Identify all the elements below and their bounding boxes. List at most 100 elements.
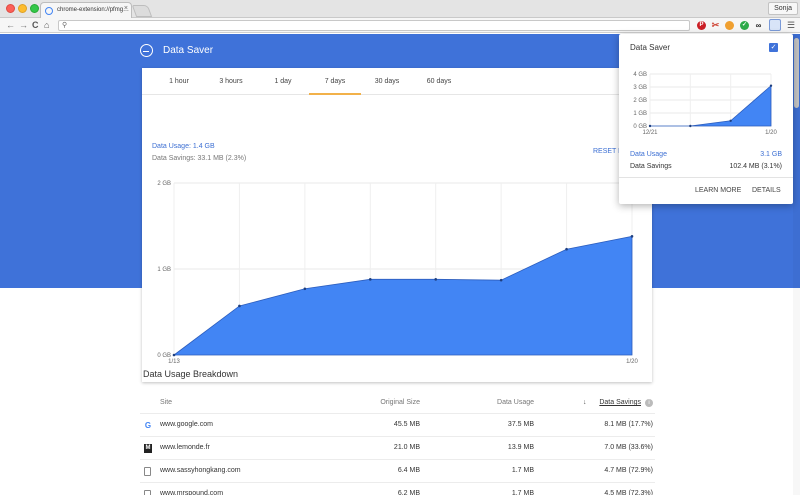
data-savings: 7.0 MB (33.6%) — [604, 444, 653, 451]
data-point — [729, 119, 732, 122]
y-tick-label: 0 GB — [633, 124, 647, 130]
data-point — [434, 278, 438, 281]
profile-button[interactable]: Sonja — [768, 2, 798, 15]
data-point — [172, 353, 176, 357]
color-picker-icon[interactable] — [725, 21, 734, 30]
original-size: 6.2 MB — [397, 490, 420, 495]
page-scrollbar[interactable] — [793, 34, 800, 495]
data-savings-summary: Data Savings: 33.1 MB (2.3%) — [152, 155, 247, 162]
data-usage-summary: Data Usage: 1.4 GB — [152, 143, 215, 150]
data-usage: 1.7 MB — [511, 490, 534, 495]
popup-divider — [619, 177, 793, 178]
x-tick-label: 1/13 — [168, 359, 180, 365]
original-size: 45.5 MB — [393, 421, 420, 428]
pinterest-icon[interactable]: P — [697, 21, 706, 30]
usage-area — [172, 235, 633, 356]
data-savings: 4.7 MB (72.9%) — [604, 467, 653, 474]
y-tick-label: 2 GB — [633, 98, 647, 104]
page-title: Data Saver — [163, 44, 214, 56]
original-size: 21.0 MB — [393, 444, 420, 451]
time-range-tabs: 1 hour 3 hours 1 day 7 days 30 days 60 d… — [142, 68, 652, 95]
glasses-icon[interactable]: ∞ — [755, 21, 762, 30]
data-saver-popup: Data Saver ✓ 0 GB 1 GB 2 GB 3 GB 4 GB 12/21 1/… — [619, 34, 793, 204]
y-tick-label: 3 GB — [633, 85, 647, 91]
tab-30-days[interactable]: 30 days — [374, 78, 400, 85]
breakdown-title: Data Usage Breakdown — [143, 369, 239, 379]
x-tick-label: 12/21 — [642, 130, 658, 136]
tab-1-hour[interactable]: 1 hour — [169, 78, 189, 85]
breakdown-table: Site Original Size Data Usage ↓ Data Sav… — [140, 392, 655, 495]
details-link[interactable]: DETAILS — [752, 187, 781, 194]
lemonde-icon: M — [144, 444, 152, 453]
popup-usage-value: 3.1 GB — [760, 151, 782, 158]
close-window-button[interactable] — [6, 4, 15, 13]
data-point — [303, 287, 307, 291]
learn-more-link[interactable]: LEARN MORE — [695, 187, 742, 194]
column-data-savings[interactable]: Data Savings — [599, 399, 641, 406]
tab-3-hours[interactable]: 3 hours — [219, 78, 243, 85]
y-tick-label: 1 GB — [633, 111, 647, 117]
data-usage: 13.9 MB — [507, 444, 534, 451]
data-usage: 37.5 MB — [507, 421, 534, 428]
menu-icon[interactable]: ☰ — [787, 20, 796, 30]
google-icon: G — [144, 421, 152, 430]
table-header-row: Site Original Size Data Usage ↓ Data Sav… — [140, 392, 655, 414]
popup-savings-label: Data Savings — [630, 163, 672, 170]
data-point — [565, 247, 568, 251]
maximize-window-button[interactable] — [30, 4, 39, 13]
scissors-icon[interactable]: ✂ — [711, 20, 720, 30]
table-row[interactable]: www.mrspound.com 6.2 MB 1.7 MB 4.5 MB (7… — [140, 483, 655, 495]
minimize-window-button[interactable] — [18, 4, 27, 13]
document-icon — [144, 490, 151, 495]
search-icon: ⚲ — [62, 22, 68, 29]
data-saver-logo-icon — [140, 43, 153, 57]
tab-1-day[interactable]: 1 day — [274, 78, 292, 85]
enable-checkbox[interactable]: ✓ — [769, 43, 778, 52]
tab-7-days[interactable]: 7 days — [309, 68, 361, 95]
data-point — [630, 235, 634, 238]
column-original-size[interactable]: Original Size — [380, 399, 420, 406]
info-icon[interactable]: i — [645, 399, 653, 407]
new-tab-button[interactable] — [131, 5, 153, 17]
popup-usage-label: Data Usage — [630, 151, 667, 158]
popup-area-chart: 0 GB 1 GB 2 GB 3 GB 4 GB 12/21 1/20 — [633, 72, 777, 136]
table-row[interactable]: M www.lemonde.fr 21.0 MB 13.9 MB 7.0 MB … — [140, 437, 655, 460]
usage-area — [650, 84, 772, 127]
column-data-usage[interactable]: Data Usage — [497, 399, 534, 406]
data-point — [499, 278, 503, 282]
tab-close-icon[interactable]: × — [123, 5, 128, 12]
original-size: 6.4 MB — [397, 467, 420, 474]
data-saver-icon[interactable] — [769, 19, 781, 31]
reset-button[interactable]: RESET D — [593, 148, 624, 155]
column-site[interactable]: Site — [160, 399, 173, 406]
data-savings: 4.5 MB (72.3%) — [604, 490, 653, 495]
y-tick-label: 0 GB — [157, 353, 171, 359]
data-usage: 1.7 MB — [511, 467, 534, 474]
data-savings: 8.1 MB (17.7%) — [604, 421, 653, 428]
window-titlebar: chrome-extension://pfmg… × Sonja — [0, 0, 800, 18]
table-row[interactable]: G www.google.com 45.5 MB 37.5 MB 8.1 MB … — [140, 414, 655, 437]
tab-favicon-icon — [45, 7, 53, 15]
sort-down-icon[interactable]: ↓ — [583, 399, 587, 406]
popup-savings-value: 102.4 MB (3.1%) — [729, 163, 782, 170]
x-tick-label: 1/20 — [626, 359, 638, 365]
site-name: www.sassyhongkang.com — [160, 467, 241, 474]
scrollbar-thumb[interactable] — [794, 38, 799, 108]
address-bar[interactable]: ⚲ — [58, 20, 690, 31]
browser-toolbar: ← → C ⌂ ⚲ P ✂ ✓ ∞ ☰ — [0, 18, 800, 33]
table-row[interactable]: www.sassyhongkang.com 6.4 MB 1.7 MB 4.7 … — [140, 460, 655, 483]
data-point — [769, 84, 773, 87]
usage-card: 1 hour 3 hours 1 day 7 days 30 days 60 d… — [142, 68, 652, 382]
forward-button[interactable]: → — [19, 20, 28, 30]
browser-tab[interactable]: chrome-extension://pfmg… × — [40, 2, 132, 18]
home-button[interactable]: ⌂ — [44, 20, 50, 30]
usage-area-chart: 0 GB 1 GB 2 GB 1/13 1/20 — [157, 181, 638, 365]
reload-button[interactable]: C — [32, 20, 39, 30]
data-point — [689, 124, 692, 128]
back-button[interactable]: ← — [6, 20, 15, 30]
tab-60-days[interactable]: 60 days — [426, 78, 452, 85]
check-icon[interactable]: ✓ — [740, 21, 749, 30]
data-point — [238, 304, 241, 308]
y-tick-label: 2 GB — [157, 181, 171, 187]
site-name: www.lemonde.fr — [160, 444, 210, 451]
